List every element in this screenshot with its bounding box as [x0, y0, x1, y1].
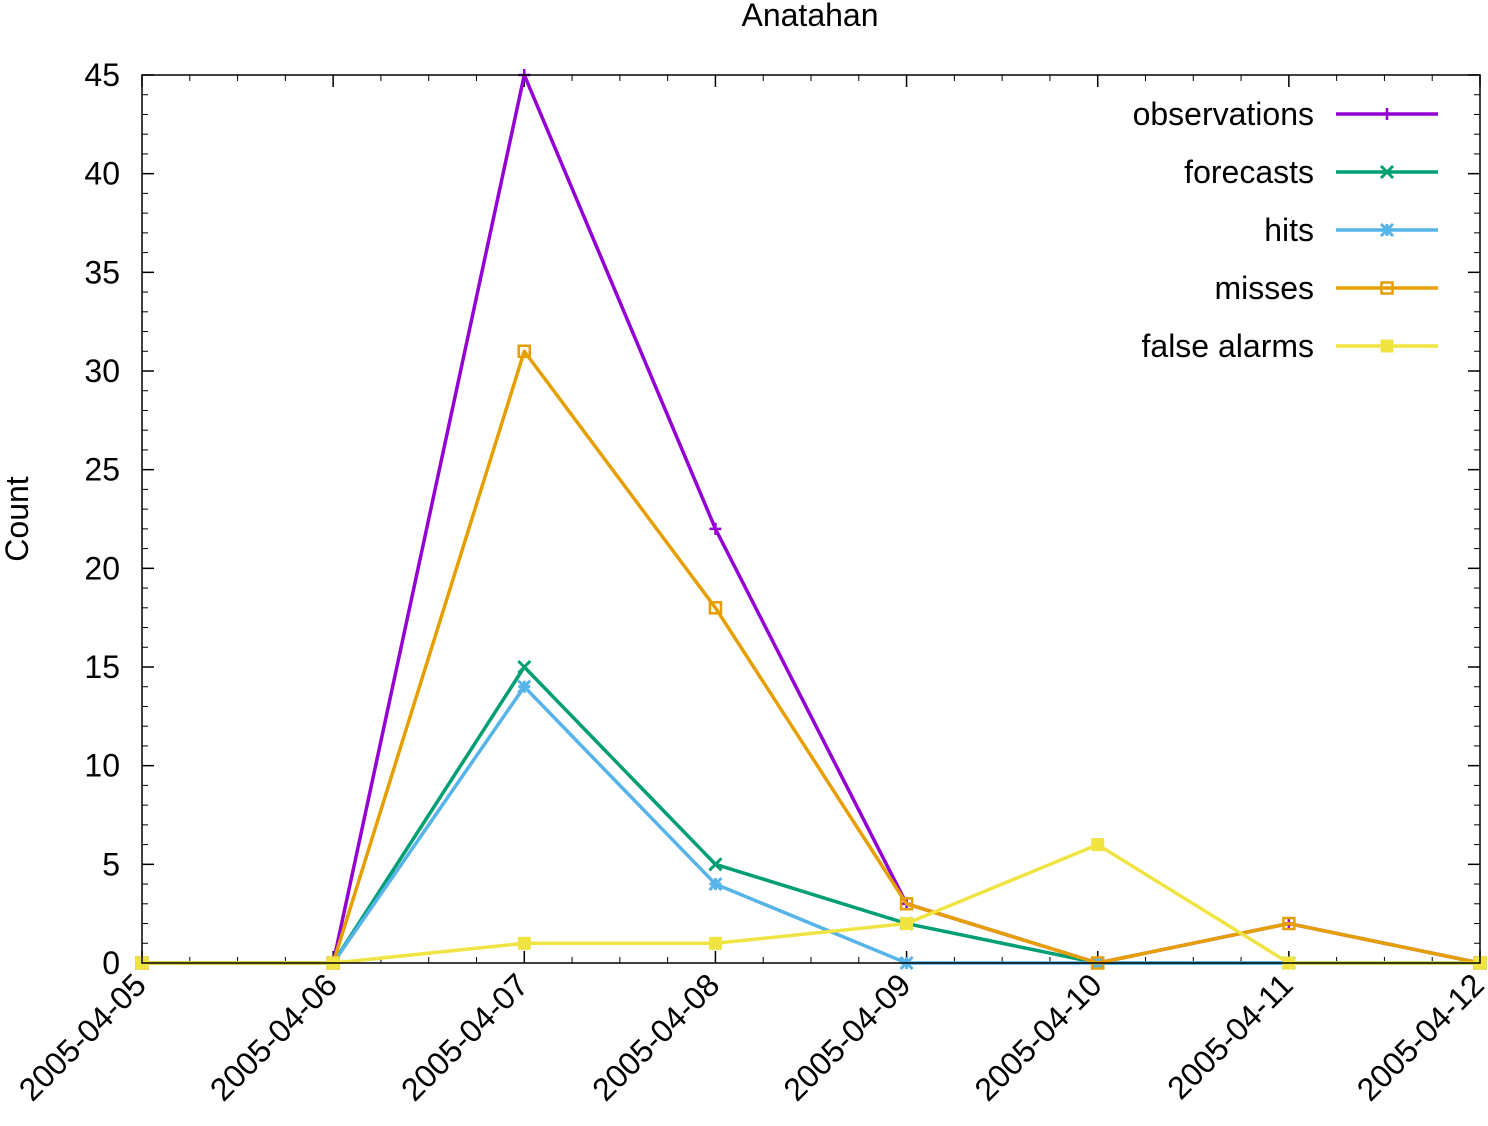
- x-tick-label: 2005-04-10: [967, 966, 1108, 1107]
- y-tick-label: 15: [84, 649, 120, 685]
- data-point: [517, 344, 532, 359]
- data-point: [708, 936, 722, 950]
- legend-label: forecasts: [1184, 154, 1314, 190]
- chart-title: Anatahan: [741, 0, 878, 33]
- x-tick-label: 2005-04-07: [394, 966, 535, 1107]
- plot-frame: [141, 74, 1481, 964]
- data-point-d: [517, 659, 532, 675]
- legend-marker-d: [1379, 164, 1395, 180]
- legend: observations forecasts hits misses false ala…: [1133, 96, 1438, 364]
- series-line: [142, 349, 1481, 965]
- legend-label: observations: [1133, 96, 1314, 132]
- legend-marker: [1380, 281, 1394, 295]
- x-tick-label: 2005-04-09: [776, 966, 917, 1107]
- y-tick-label: 5: [102, 846, 120, 882]
- series-line: [142, 842, 1480, 965]
- series-misses: [135, 344, 1487, 970]
- x-tick-label: 2005-04-06: [203, 966, 344, 1107]
- y-tick-label: 40: [84, 156, 120, 192]
- y-tick-label: 45: [84, 57, 120, 93]
- data-point-d: [708, 857, 723, 872]
- data-point: [1091, 838, 1105, 852]
- series-layer: [134, 69, 1488, 971]
- x-tick-label: 2005-04-11: [1160, 966, 1300, 1106]
- legend-label: false alarms: [1142, 328, 1315, 364]
- y-tick-label: 25: [84, 452, 120, 488]
- data-point: [900, 917, 914, 931]
- y-tick-label: 0: [102, 945, 120, 981]
- series-line: [142, 73, 1481, 965]
- y-tick-label: 20: [84, 550, 120, 586]
- data-point: [708, 601, 723, 615]
- x-tick-label: 2005-04-08: [585, 966, 726, 1107]
- x-tick-label: 2005-04-05: [12, 966, 153, 1107]
- x-tick-label: 2005-04-12: [1350, 966, 1488, 1107]
- data-point: [517, 936, 531, 950]
- legend-marker: [1380, 339, 1394, 353]
- legend-label: hits: [1264, 212, 1314, 248]
- data-point: [899, 897, 914, 911]
- legend-label: misses: [1214, 270, 1314, 306]
- y-tick-label: 10: [84, 748, 120, 784]
- y-axis-label: Count: [0, 476, 35, 562]
- series-observations: [136, 69, 1486, 969]
- y-tick-label: 30: [84, 353, 120, 389]
- y-tick-label: 35: [84, 254, 120, 290]
- data-point: [1282, 916, 1296, 931]
